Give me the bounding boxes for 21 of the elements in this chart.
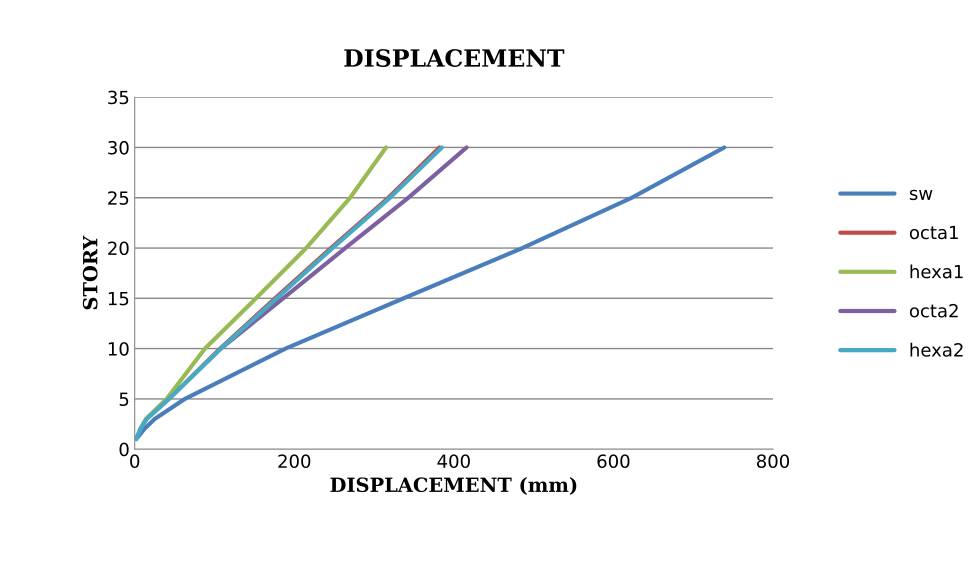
y-tick-label: 25 <box>108 191 128 205</box>
y-tick-label: 15 <box>108 292 128 306</box>
chart-title: DISPLACEMENT <box>344 49 564 67</box>
legend-label: sw <box>910 190 932 200</box>
x-axis-title: DISPLACEMENT (mm) <box>330 477 576 495</box>
y-tick-label: 10 <box>108 342 129 356</box>
y-tick-label: 35 <box>108 90 128 104</box>
y-tick-label: 0 <box>120 442 129 456</box>
x-tick-label: 400 <box>437 454 470 468</box>
x-tick-label: 800 <box>756 454 790 468</box>
x-tick-label: 200 <box>278 454 310 468</box>
legend-label: hexa1 <box>910 264 963 278</box>
legend-label: octa2 <box>910 304 958 318</box>
legend-label: hexa2 <box>910 342 963 357</box>
y-tick-label: 5 <box>120 392 128 406</box>
y-axis-title: STORY <box>82 236 98 310</box>
legend-label: octa1 <box>910 226 958 240</box>
x-tick-label: 0 <box>130 454 140 468</box>
y-tick-label: 30 <box>108 140 129 155</box>
y-tick-label: 20 <box>108 241 129 256</box>
x-tick-label: 600 <box>597 454 630 468</box>
